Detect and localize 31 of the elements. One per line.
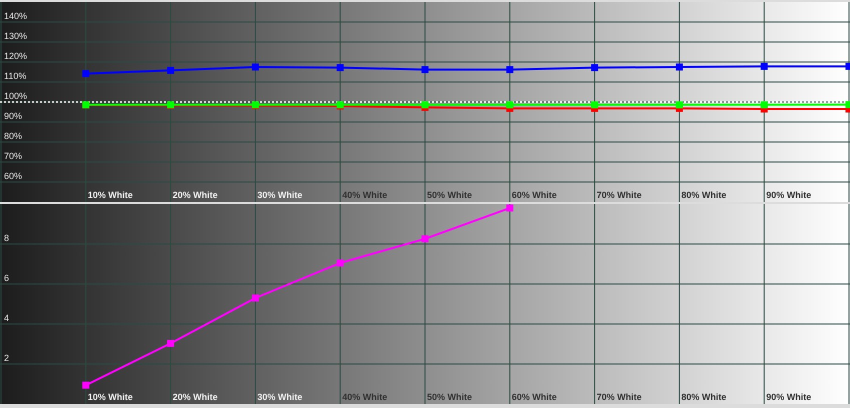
x-tick-label: 40% White bbox=[342, 392, 388, 402]
x-tick-label: 30% White bbox=[257, 190, 302, 200]
y-tick-label: 110% bbox=[4, 71, 26, 81]
y-tick-label: 60% bbox=[4, 171, 22, 181]
x-tick-label: 20% White bbox=[172, 190, 218, 200]
y-tick-label: 140% bbox=[4, 11, 28, 21]
x-tick-label: 20% White bbox=[172, 392, 218, 402]
x-tick-label: 30% White bbox=[257, 392, 302, 402]
x-tick-label: 40% White bbox=[342, 190, 388, 200]
y-tick-label: 120% bbox=[4, 51, 28, 61]
y-tick-label: 2 bbox=[4, 353, 10, 363]
x-tick-label: 10% White bbox=[88, 190, 133, 200]
x-tick-label: 50% White bbox=[427, 190, 472, 200]
x-tick-label: 60% White bbox=[512, 392, 557, 402]
y-tick-label: 90% bbox=[4, 111, 22, 121]
x-tick-label: 90% White bbox=[766, 392, 812, 402]
y-tick-label: 130% bbox=[4, 31, 28, 41]
y-tick-label: 8 bbox=[4, 233, 10, 243]
x-tick-label: 50% White bbox=[427, 392, 472, 402]
x-tick-label: 70% White bbox=[596, 392, 642, 402]
x-tick-label: 90% White bbox=[766, 190, 812, 200]
x-tick-label: 80% White bbox=[681, 190, 726, 200]
x-tick-label: 80% White bbox=[681, 392, 726, 402]
y-tick-label: 4 bbox=[4, 313, 10, 323]
y-tick-label: 80% bbox=[4, 131, 22, 141]
y-tick-label: 100% bbox=[4, 91, 28, 101]
x-tick-label: 60% White bbox=[512, 190, 557, 200]
y-tick-label: 6 bbox=[4, 273, 10, 283]
y-tick-label: 70% bbox=[4, 151, 22, 161]
x-tick-label: 70% White bbox=[596, 190, 642, 200]
x-tick-label: 10% White bbox=[88, 392, 133, 402]
